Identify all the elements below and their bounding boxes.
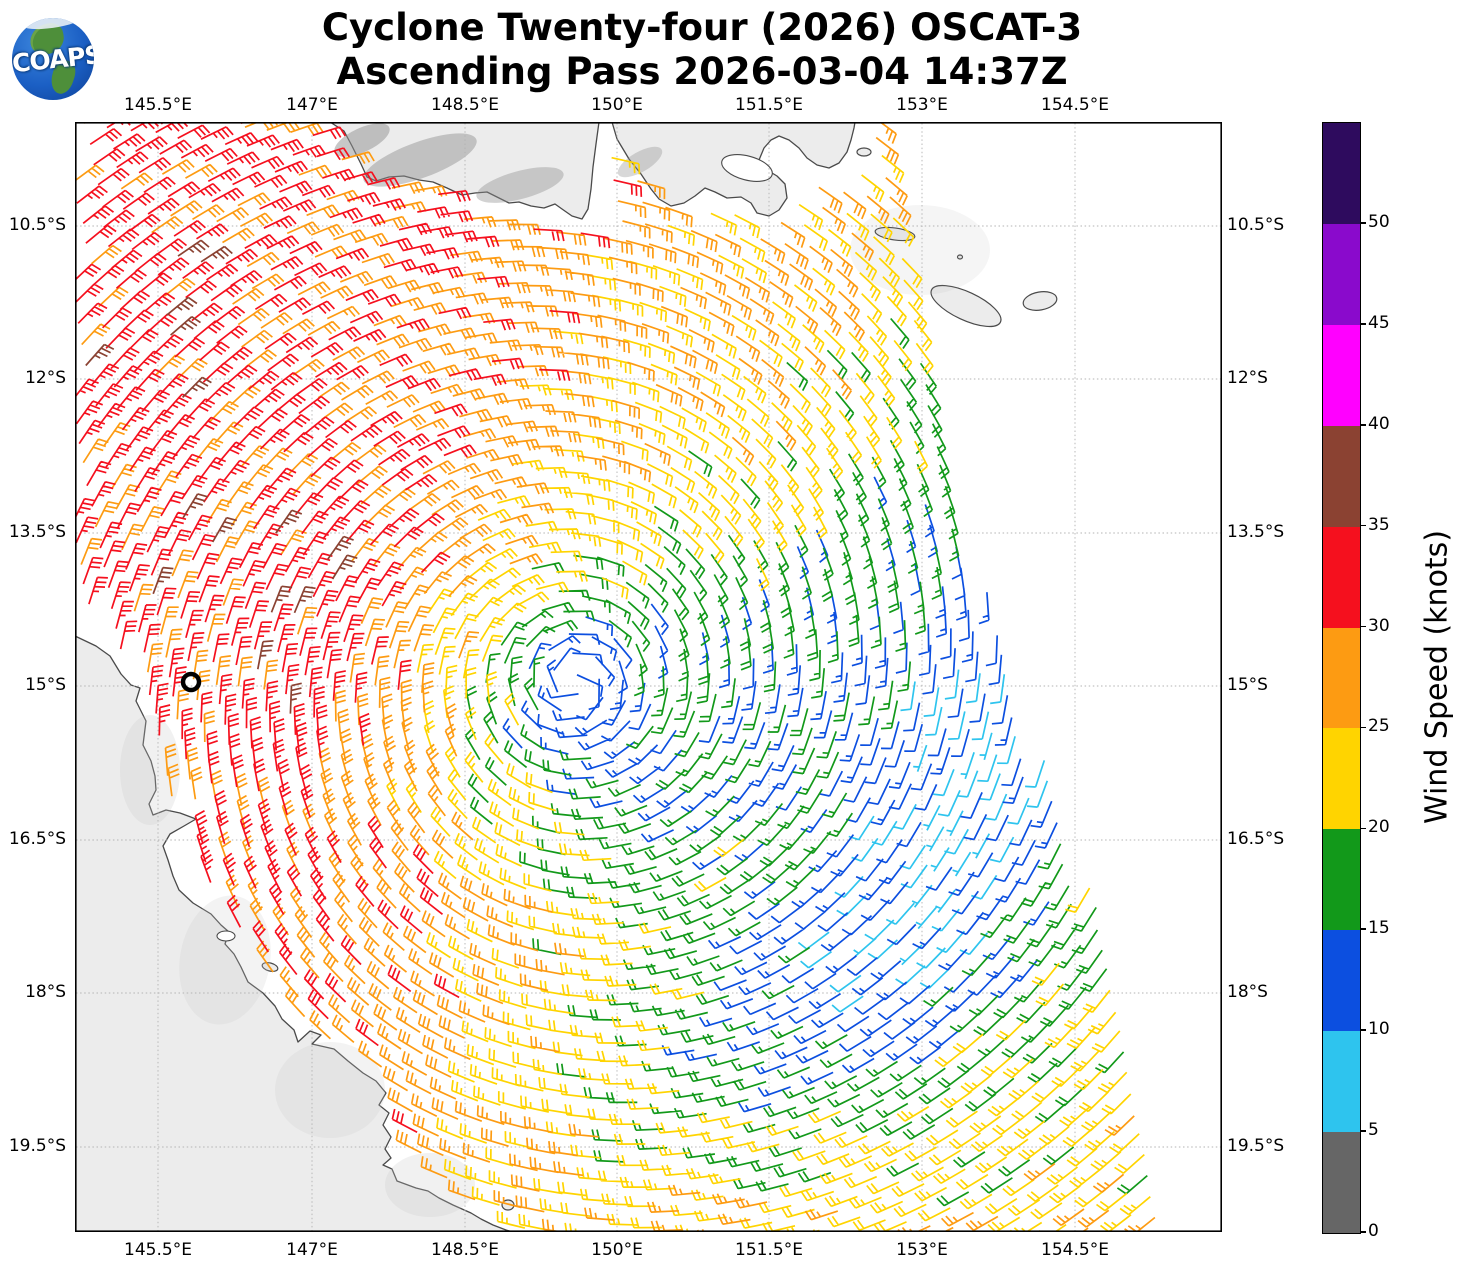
colorbar-tick xyxy=(1360,423,1367,426)
colorbar-segment-50kt xyxy=(1323,123,1360,224)
figure-title: Cyclone Twenty-four (2026) OSCAT-3 Ascen… xyxy=(0,6,1404,95)
terrain-shading xyxy=(385,1153,475,1217)
coastal-bay xyxy=(216,930,236,942)
island xyxy=(930,284,1002,328)
lat-tick-label-left: 12°S xyxy=(25,368,66,388)
lon-tick-label-top: 148.5°E xyxy=(431,95,499,115)
colorbar-segment-25kt xyxy=(1323,627,1360,729)
lat-tick-label-right: 16.5°S xyxy=(1227,829,1285,849)
lat-tick-label-left: 15°S xyxy=(25,675,66,695)
island xyxy=(956,254,964,260)
terrain-shading xyxy=(120,715,180,825)
island xyxy=(856,147,872,157)
colorbar-segment-0kt xyxy=(1323,1132,1360,1233)
colorbar-tick xyxy=(1360,827,1367,830)
terrain-shading xyxy=(334,123,390,157)
lon-tick-label-bottom: 147°E xyxy=(286,1240,338,1260)
barbs-bin-10kt xyxy=(502,476,1058,1113)
colorbar-tick-label: 50 xyxy=(1368,211,1390,232)
lat-tick-label-left: 13.5°S xyxy=(8,522,66,542)
colorbar-segment-10kt xyxy=(1323,930,1360,1032)
barbs-bin-5kt xyxy=(797,669,1049,1013)
colorbar-axis-label: Wind Speed (knots) xyxy=(1419,529,1455,825)
lat-tick-label-left: 16.5°S xyxy=(8,829,66,849)
map-plot-area xyxy=(75,122,1222,1232)
colorbar-tick xyxy=(1360,1231,1367,1233)
colorbar-tick-label: 40 xyxy=(1368,413,1390,434)
terrain-shading xyxy=(617,146,663,178)
lon-tick-label-bottom: 145.5°E xyxy=(124,1240,192,1260)
barbs-bin-15kt xyxy=(464,317,1148,1207)
lat-tick-label-right: 19.5°S xyxy=(1227,1136,1285,1156)
australia-land xyxy=(75,635,515,1232)
barbs-bin-30kt xyxy=(76,123,643,1134)
colorbar-segment-15kt xyxy=(1323,829,1360,931)
colorbar-tick-label: 5 xyxy=(1368,1120,1379,1141)
colorbar-segment-5kt xyxy=(1323,1031,1360,1133)
terrain-shading xyxy=(476,167,564,203)
lat-tick-label-right: 15°S xyxy=(1227,675,1268,695)
lon-tick-label-top: 145.5°E xyxy=(124,95,192,115)
island xyxy=(1022,291,1058,311)
lat-tick-label-right: 12°S xyxy=(1227,368,1268,388)
png-mainland xyxy=(329,122,600,220)
lat-tick-label-left: 18°S xyxy=(25,982,66,1002)
barbs-bin-25kt xyxy=(76,123,1156,1231)
colorbar-tick-label: 10 xyxy=(1368,1019,1390,1040)
terrain-shading xyxy=(363,133,477,187)
wind-barb-field xyxy=(76,123,1156,1231)
lon-tick-label-bottom: 150°E xyxy=(591,1240,643,1260)
colorbar-segment-20kt xyxy=(1323,728,1360,830)
colorbar-bar xyxy=(1322,122,1361,1234)
colorbar-tick xyxy=(1360,726,1367,729)
colorbar-tick xyxy=(1360,1130,1367,1132)
lon-tick-label-bottom: 148.5°E xyxy=(431,1240,499,1260)
lon-tick-label-top: 150°E xyxy=(591,95,643,115)
colorbar-tick-label: 20 xyxy=(1368,817,1390,838)
title-line-1: Cyclone Twenty-four (2026) OSCAT-3 xyxy=(321,6,1083,49)
lon-tick-label-bottom: 151.5°E xyxy=(735,1240,803,1260)
lon-tick-label-bottom: 154.5°E xyxy=(1041,1240,1109,1260)
colorbar-tick xyxy=(1360,222,1367,224)
terrain-shading xyxy=(275,1042,385,1138)
colorbar-tick xyxy=(1360,625,1367,628)
lon-tick-label-bottom: 153°E xyxy=(896,1240,948,1260)
globe-icon: COAPS xyxy=(12,18,94,100)
lat-tick-label-right: 13.5°S xyxy=(1227,522,1285,542)
lon-tick-label-top: 151.5°E xyxy=(735,95,803,115)
colorbar-segment-30kt xyxy=(1323,526,1360,628)
colorbar-tick xyxy=(1360,928,1367,931)
wind-barb-map xyxy=(75,122,1222,1232)
barbs-bin-20kt xyxy=(386,154,1151,1231)
colorbar-tick-label: 0 xyxy=(1368,1221,1379,1241)
lat-tick-label-right: 18°S xyxy=(1227,982,1268,1002)
colorbar-tick-label: 35 xyxy=(1368,514,1390,535)
title-line-2: Ascending Pass 2026-03-04 14:37Z xyxy=(336,50,1068,94)
colorbar-segment-40kt xyxy=(1323,324,1360,426)
colorbar-segment-35kt xyxy=(1323,425,1360,527)
map-border xyxy=(75,122,1222,1232)
colorbar-tick-label: 45 xyxy=(1368,312,1390,333)
terrain-shading xyxy=(179,895,271,1025)
lat-tick-label-left: 10.5°S xyxy=(8,215,66,235)
colorbar-tick-label: 25 xyxy=(1368,716,1390,737)
colorbar-tick xyxy=(1360,323,1367,325)
barbs-bin-35kt xyxy=(85,239,358,714)
lon-tick-label-top: 147°E xyxy=(286,95,338,115)
lon-tick-label-top: 154.5°E xyxy=(1041,95,1109,115)
coastal-bay xyxy=(721,154,773,182)
colorbar-tick-label: 30 xyxy=(1368,615,1390,636)
colorbar-segment-45kt xyxy=(1323,223,1360,325)
colorbar-tick-label: 15 xyxy=(1368,918,1390,939)
terrain-shading xyxy=(850,205,990,295)
lat-tick-label-left: 19.5°S xyxy=(8,1136,66,1156)
lat-tick-label-right: 10.5°S xyxy=(1227,215,1285,235)
storm-position-marker xyxy=(180,671,202,693)
colorbar-tick xyxy=(1360,524,1367,527)
lon-tick-label-top: 153°E xyxy=(896,95,948,115)
coaps-logo: COAPS xyxy=(8,8,104,104)
land-masses xyxy=(75,122,1058,1232)
colorbar-tick xyxy=(1360,1029,1367,1031)
